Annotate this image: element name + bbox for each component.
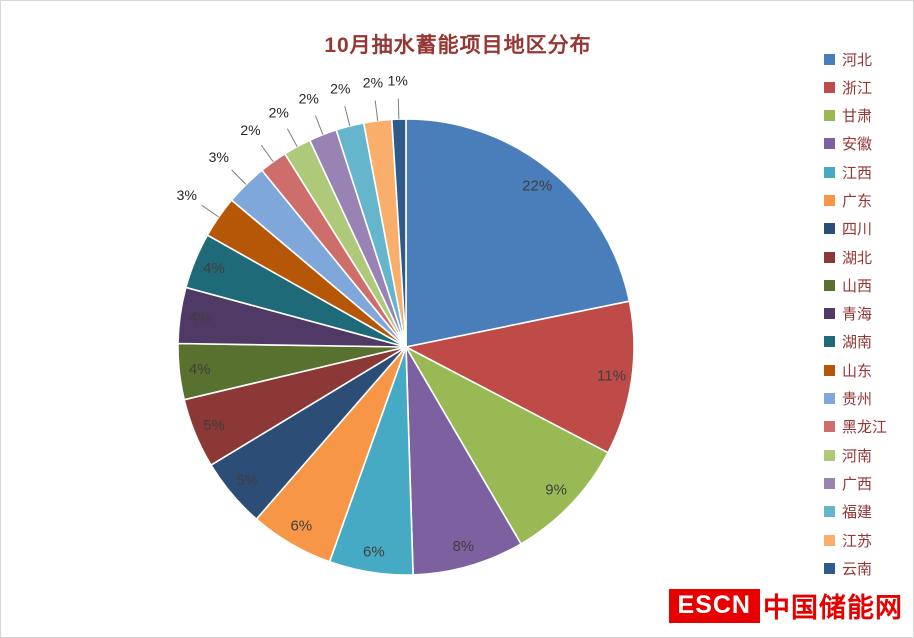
slice-label: 4% bbox=[203, 260, 225, 277]
label-leader-line bbox=[314, 115, 324, 135]
legend-label: 河南 bbox=[841, 447, 872, 465]
legend-label: 山东 bbox=[841, 362, 872, 380]
legend-label: 贵州 bbox=[841, 391, 872, 409]
slice-label: 2% bbox=[299, 91, 319, 107]
slice-label: 5% bbox=[236, 472, 258, 489]
legend-swatch bbox=[823, 562, 835, 574]
legend-label: 湖北 bbox=[841, 249, 872, 267]
legend-swatch bbox=[823, 534, 835, 546]
pie-slice-浙江 bbox=[403, 300, 635, 454]
escn-logo: ESCN 中国储能网 bbox=[668, 586, 903, 625]
legend-label: 山西 bbox=[841, 277, 872, 295]
legend-item-浙江: 浙江 bbox=[823, 77, 887, 97]
slice-label: 4% bbox=[190, 310, 212, 327]
legend-item-河南: 河南 bbox=[823, 445, 887, 465]
legend-swatch bbox=[823, 251, 835, 263]
label-leader-line bbox=[201, 204, 219, 218]
legend-label: 甘肃 bbox=[841, 108, 872, 126]
label-leader-line bbox=[344, 105, 351, 127]
legend-item-贵州: 贵州 bbox=[823, 389, 887, 409]
pie-slice-河北 bbox=[405, 118, 631, 348]
legend-item-广西: 广西 bbox=[823, 473, 887, 493]
label-leader-line bbox=[286, 128, 298, 147]
label-leader-line bbox=[231, 169, 247, 185]
slice-label: 22% bbox=[522, 178, 552, 195]
legend-swatch bbox=[823, 166, 835, 178]
pie-slice-甘肃 bbox=[403, 345, 610, 545]
legend-label: 黑龙江 bbox=[841, 419, 887, 437]
escn-logo-text: 中国储能网 bbox=[763, 593, 903, 623]
slice-label: 6% bbox=[290, 518, 312, 535]
legend-label: 安徽 bbox=[841, 136, 872, 154]
legend-swatch bbox=[823, 194, 835, 206]
legend-swatch bbox=[823, 110, 835, 122]
legend-swatch bbox=[823, 364, 835, 376]
legend-item-安徽: 安徽 bbox=[823, 134, 887, 154]
legend-label: 云南 bbox=[841, 560, 872, 578]
legend-item-甘肃: 甘肃 bbox=[823, 106, 887, 126]
legend-label: 河北 bbox=[841, 51, 872, 69]
legend-item-江苏: 江苏 bbox=[823, 530, 887, 550]
legend-swatch bbox=[823, 449, 835, 461]
legend-item-江西: 江西 bbox=[823, 162, 887, 182]
label-leader-line bbox=[374, 100, 379, 121]
legend-item-湖北: 湖北 bbox=[823, 247, 887, 267]
legend-label: 广东 bbox=[841, 192, 872, 210]
legend-item-黑龙江: 黑龙江 bbox=[823, 417, 887, 437]
label-leader-line bbox=[260, 144, 274, 162]
legend-swatch bbox=[823, 477, 835, 489]
legend-label: 福建 bbox=[841, 504, 872, 522]
legend-label: 湖南 bbox=[841, 334, 872, 352]
slice-label: 6% bbox=[363, 544, 385, 561]
legend-label: 青海 bbox=[841, 306, 872, 324]
legend-item-山东: 山东 bbox=[823, 360, 887, 380]
label-leader-line bbox=[397, 98, 400, 120]
legend-label: 浙江 bbox=[841, 79, 872, 97]
legend-item-云南: 云南 bbox=[823, 558, 887, 578]
escn-logo-badge: ESCN bbox=[668, 588, 760, 623]
legend-swatch bbox=[823, 506, 835, 518]
legend-item-青海: 青海 bbox=[823, 304, 887, 324]
legend-swatch bbox=[823, 223, 835, 235]
legend-swatch bbox=[823, 308, 835, 320]
legend-label: 广西 bbox=[841, 475, 872, 493]
legend-item-山西: 山西 bbox=[823, 275, 887, 295]
slice-label: 4% bbox=[189, 361, 211, 378]
legend-label: 四川 bbox=[841, 221, 872, 239]
legend-item-湖南: 湖南 bbox=[823, 332, 887, 352]
slice-label: 5% bbox=[203, 417, 225, 434]
slice-label: 8% bbox=[452, 538, 474, 555]
slice-label: 2% bbox=[363, 74, 383, 90]
legend-item-广东: 广东 bbox=[823, 190, 887, 210]
chart-title: 10月抽水蓄能项目地区分布 bbox=[324, 34, 592, 57]
legend-label: 江苏 bbox=[841, 532, 872, 550]
slice-label: 9% bbox=[545, 482, 567, 499]
slice-label: 1% bbox=[388, 72, 408, 88]
legend-item-福建: 福建 bbox=[823, 502, 887, 522]
pie-slice-安徽 bbox=[405, 346, 523, 576]
slice-label: 3% bbox=[177, 187, 197, 203]
legend-swatch bbox=[823, 138, 835, 150]
legend-item-河北: 河北 bbox=[823, 49, 887, 69]
legend-swatch bbox=[823, 279, 835, 291]
slice-label: 11% bbox=[597, 367, 626, 384]
slice-label: 3% bbox=[209, 149, 229, 165]
legend-swatch bbox=[823, 81, 835, 93]
slice-label: 2% bbox=[269, 105, 289, 121]
chart-legend: 河北浙江甘肃安徽江西广东四川湖北山西青海湖南山东贵州黑龙江河南广西福建江苏云南 bbox=[823, 49, 887, 587]
slice-label: 2% bbox=[240, 122, 260, 138]
legend-swatch bbox=[823, 53, 835, 65]
legend-label: 江西 bbox=[841, 164, 872, 182]
legend-swatch bbox=[823, 421, 835, 433]
legend-swatch bbox=[823, 336, 835, 348]
legend-swatch bbox=[823, 393, 835, 405]
slice-label: 2% bbox=[330, 81, 350, 97]
legend-item-四川: 四川 bbox=[823, 219, 887, 239]
